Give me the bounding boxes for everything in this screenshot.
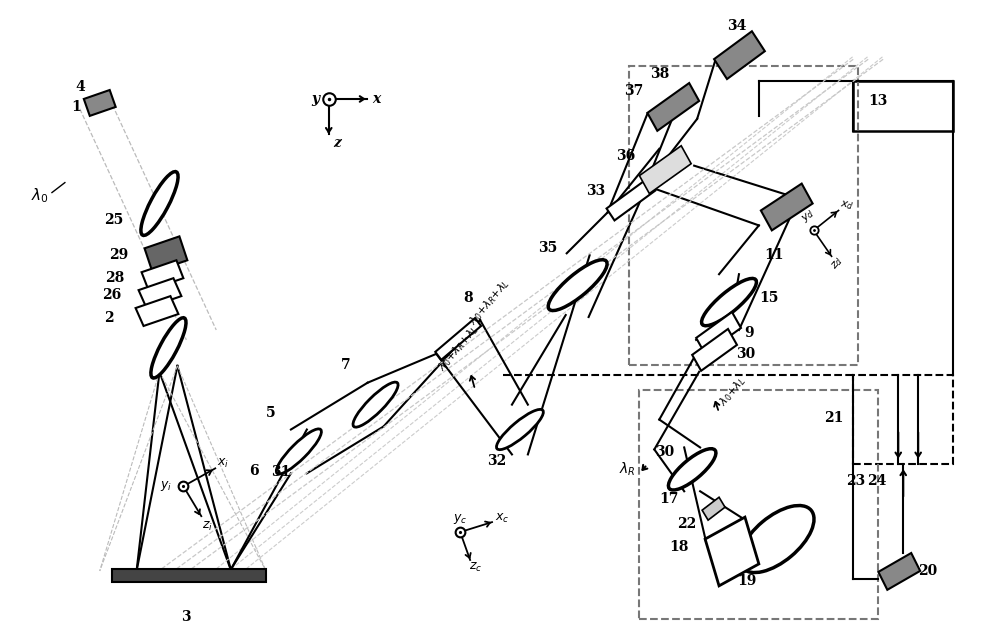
Text: $y_i$: $y_i$ — [160, 479, 172, 494]
Text: 19: 19 — [737, 574, 757, 588]
Polygon shape — [692, 329, 737, 370]
Polygon shape — [647, 83, 699, 131]
Text: 25: 25 — [104, 213, 123, 228]
Text: $\lambda_0$+$\lambda_R$+$\lambda_L$: $\lambda_0$+$\lambda_R$+$\lambda_L$ — [435, 322, 481, 374]
Ellipse shape — [141, 172, 178, 235]
Ellipse shape — [548, 260, 607, 311]
Text: 38: 38 — [650, 67, 669, 81]
Text: 34: 34 — [727, 19, 747, 33]
Text: 24: 24 — [867, 474, 886, 488]
Text: $\lambda_0$+$\lambda_R$+$\lambda_L$: $\lambda_0$+$\lambda_R$+$\lambda_L$ — [467, 276, 513, 328]
Text: 18: 18 — [670, 540, 689, 554]
Text: 7: 7 — [341, 358, 350, 372]
Polygon shape — [705, 517, 759, 586]
Text: 4: 4 — [75, 80, 85, 94]
Text: x: x — [372, 92, 381, 106]
Polygon shape — [139, 278, 181, 308]
Text: 13: 13 — [869, 94, 888, 108]
FancyBboxPatch shape — [853, 81, 953, 131]
Polygon shape — [696, 312, 741, 354]
Text: 22: 22 — [678, 517, 697, 531]
Text: 2: 2 — [104, 311, 114, 325]
Text: 6: 6 — [249, 464, 259, 478]
Polygon shape — [878, 553, 920, 590]
Text: 21: 21 — [824, 411, 843, 424]
Text: 11: 11 — [764, 248, 784, 262]
Text: 26: 26 — [102, 288, 121, 302]
Text: 5: 5 — [266, 406, 276, 420]
Ellipse shape — [151, 318, 186, 378]
Polygon shape — [145, 237, 187, 272]
Text: 30: 30 — [655, 445, 674, 460]
Polygon shape — [761, 183, 813, 230]
Text: 32: 32 — [487, 454, 507, 469]
Polygon shape — [136, 296, 178, 326]
Text: 30: 30 — [736, 347, 756, 361]
Ellipse shape — [496, 410, 543, 450]
Text: 3: 3 — [182, 610, 191, 624]
Polygon shape — [112, 569, 266, 582]
Polygon shape — [142, 260, 183, 290]
Text: $y_d$: $y_d$ — [800, 208, 818, 226]
Text: 8: 8 — [463, 291, 473, 305]
Text: 23: 23 — [846, 474, 865, 488]
Ellipse shape — [353, 382, 398, 427]
Text: 1: 1 — [71, 100, 81, 114]
Polygon shape — [607, 179, 655, 221]
Text: 9: 9 — [744, 326, 754, 340]
Text: 37: 37 — [624, 84, 643, 98]
Text: $x_i$: $x_i$ — [217, 457, 229, 470]
Polygon shape — [639, 146, 691, 194]
Text: $x_d$: $x_d$ — [839, 199, 854, 213]
Text: 35: 35 — [538, 241, 557, 255]
Text: 28: 28 — [105, 271, 124, 285]
Polygon shape — [702, 497, 725, 520]
Text: 15: 15 — [759, 291, 779, 305]
Text: z: z — [333, 136, 341, 150]
Text: 36: 36 — [616, 149, 635, 163]
Ellipse shape — [702, 278, 756, 326]
Text: $x_c$: $x_c$ — [495, 512, 509, 525]
Text: 33: 33 — [586, 183, 605, 197]
Text: $z_c$: $z_c$ — [469, 562, 483, 574]
Text: $z_i$: $z_i$ — [202, 520, 213, 533]
Text: 29: 29 — [109, 248, 128, 262]
Ellipse shape — [740, 506, 814, 572]
Text: $y_c$: $y_c$ — [453, 512, 467, 526]
Polygon shape — [714, 31, 765, 79]
Text: 20: 20 — [919, 564, 938, 578]
FancyBboxPatch shape — [853, 375, 953, 464]
Text: $\lambda_R$: $\lambda_R$ — [619, 461, 636, 478]
Text: y: y — [312, 92, 320, 106]
Text: 17: 17 — [660, 492, 679, 506]
Text: $z_d$: $z_d$ — [829, 254, 846, 272]
Text: $\lambda_0$+$\lambda_L$: $\lambda_0$+$\lambda_L$ — [717, 374, 749, 409]
Polygon shape — [84, 90, 116, 116]
Text: $\lambda_0$: $\lambda_0$ — [31, 186, 49, 205]
Text: 31: 31 — [271, 465, 291, 479]
Ellipse shape — [276, 429, 321, 474]
Ellipse shape — [668, 449, 716, 490]
Polygon shape — [435, 318, 481, 360]
